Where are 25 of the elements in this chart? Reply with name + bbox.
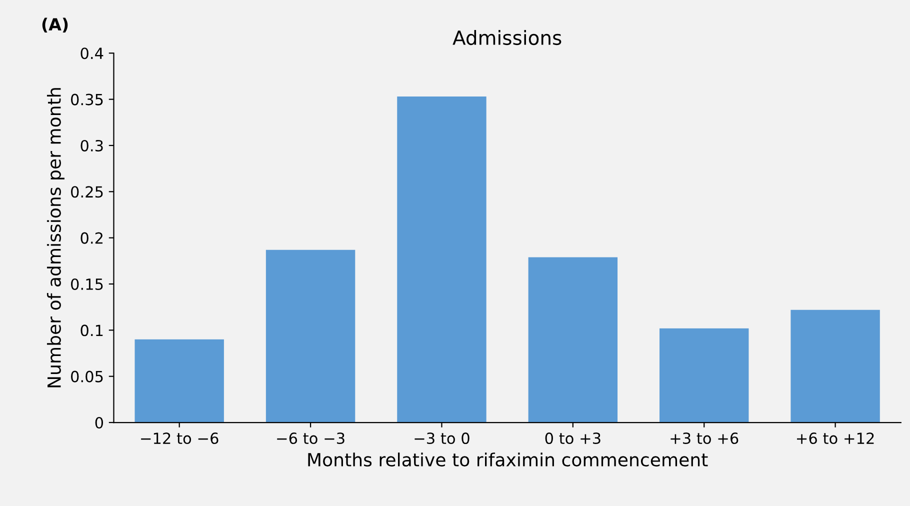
bar: [660, 328, 749, 423]
x-axis-title: Months relative to rifaximin commencement: [308, 452, 708, 467]
y-axis-title: Number of admissions per month: [46, 88, 64, 388]
x-tick-label: −3 to 0: [414, 432, 470, 444]
y-tick-label: 0.05: [71, 370, 103, 382]
bar: [266, 250, 356, 423]
x-tick-label: −12 to −6: [141, 432, 218, 444]
x-tick-label: +6 to +12: [797, 432, 874, 444]
y-tick-label: 0.25: [71, 186, 103, 198]
y-tick-label: 0: [95, 416, 104, 429]
bar: [790, 310, 880, 423]
text: (A): [42, 18, 68, 33]
y-tick-label: 0.2: [80, 232, 102, 244]
y-tick-label: 0.3: [80, 140, 103, 152]
bar: [397, 96, 486, 423]
bar: [134, 339, 224, 423]
bar: [528, 257, 618, 423]
y-tick-label: 0.1: [80, 324, 103, 336]
chart-title: Admissions: [452, 30, 562, 46]
x-tick-label: 0 to +3: [545, 432, 600, 444]
y-tick-label: 0.15: [71, 278, 103, 290]
x-tick-label: +3 to +6: [670, 432, 738, 444]
y-tick-label: 0.35: [71, 94, 103, 106]
y-tick-label: 0.4: [80, 48, 104, 60]
x-tick-label: −6 to −3: [277, 432, 344, 444]
